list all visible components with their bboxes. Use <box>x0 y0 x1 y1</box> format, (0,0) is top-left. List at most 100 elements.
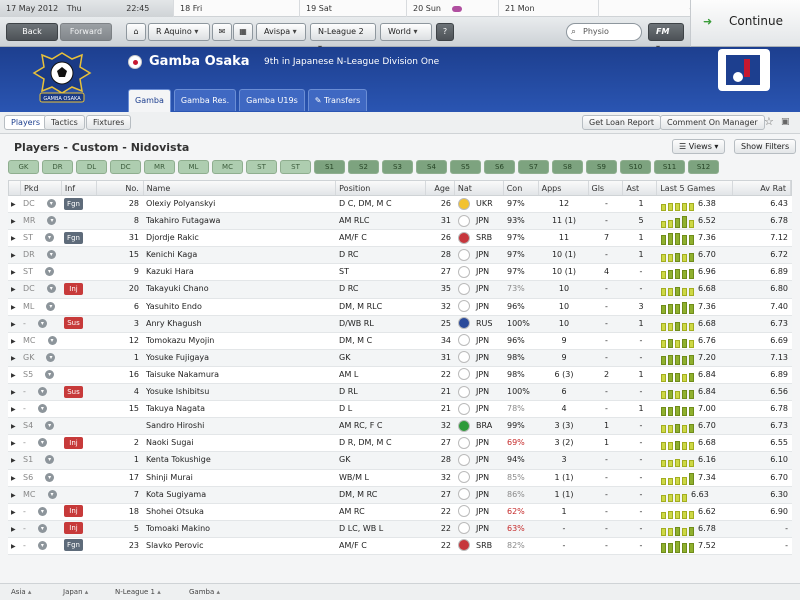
column-header-1[interactable]: Pkd <box>21 181 62 195</box>
team-dropdown[interactable]: Avispa <box>256 23 306 41</box>
picked-cell[interactable]: S1 ▾ <box>20 452 61 468</box>
position-filter-s8[interactable]: S8 <box>552 160 583 174</box>
chevron-down-icon[interactable]: ▾ <box>37 387 47 397</box>
chevron-down-icon[interactable]: ▾ <box>37 318 47 328</box>
breadcrumb-japan[interactable]: Japan <box>52 584 104 600</box>
pick-arrow-icon[interactable]: ▶ <box>11 440 16 448</box>
pick-arrow-icon[interactable]: ▶ <box>11 491 16 499</box>
picked-cell[interactable]: S6 ▾ <box>20 470 61 486</box>
chevron-down-icon[interactable]: ▾ <box>46 250 56 260</box>
position-filter-s10[interactable]: S10 <box>620 160 651 174</box>
home-icon[interactable]: ⌂ <box>126 23 146 41</box>
breadcrumb-asia[interactable]: Asia <box>0 584 52 600</box>
picked-cell[interactable]: MC ▾ <box>20 333 61 349</box>
picked-cell[interactable]: DC ▾ <box>20 281 61 297</box>
player-name[interactable]: Slavko Perovic <box>146 540 204 550</box>
table-row[interactable]: ▶ DC ▾ Fgn 28 Olexiy Polyanskyi D C, DM, … <box>8 196 792 214</box>
table-row[interactable]: ▶ MR ▾ 8 Takahiro Futagawa AM RLC 31 JPN … <box>8 213 792 231</box>
player-name[interactable]: Yosuke Fujigaya <box>146 352 210 362</box>
picked-cell[interactable]: ST ▾ <box>20 264 61 280</box>
player-name[interactable]: Taisuke Nakamura <box>146 369 220 379</box>
pick-arrow-icon[interactable]: ▶ <box>11 474 16 482</box>
picked-cell[interactable]: - ▾ <box>20 538 61 554</box>
pick-arrow-icon[interactable]: ▶ <box>11 457 16 465</box>
table-row[interactable]: ▶ - ▾ 15 Takuya Nagata D L 21 JPN 78% 4 -… <box>8 401 792 419</box>
column-header-4[interactable]: Name <box>144 181 337 195</box>
pick-arrow-icon[interactable]: ▶ <box>11 269 16 277</box>
position-filter-dc[interactable]: DC <box>110 160 141 174</box>
chevron-down-icon[interactable]: ▾ <box>46 352 56 362</box>
chevron-down-icon[interactable]: ▾ <box>45 421 55 431</box>
table-row[interactable]: ▶ - ▾ Fgn 23 Slavko Perovic AM/F C 22 SRB… <box>8 537 792 555</box>
position-filter-s9[interactable]: S9 <box>586 160 617 174</box>
player-name[interactable]: Kenichi Kaga <box>146 250 198 260</box>
chevron-down-icon[interactable]: ▾ <box>47 335 57 345</box>
fm-menu-button[interactable]: FM <box>648 23 684 41</box>
column-header-8[interactable]: Con <box>504 181 539 195</box>
column-header-2[interactable]: Inf <box>62 181 97 195</box>
column-header-11[interactable]: Ast <box>623 181 658 195</box>
player-name[interactable]: Kazuki Hara <box>146 267 194 277</box>
show-filters-button[interactable]: Show Filters <box>734 139 797 154</box>
chevron-down-icon[interactable]: ▾ <box>45 369 55 379</box>
chevron-down-icon[interactable]: ▾ <box>37 540 47 550</box>
position-filter-s1[interactable]: S1 <box>314 160 345 174</box>
picked-cell[interactable]: MR ▾ <box>20 213 61 229</box>
date-18[interactable]: 18 Fri <box>174 0 300 17</box>
continue-button[interactable]: ➜ Continue <box>690 0 800 47</box>
position-filter-s12[interactable]: S12 <box>688 160 719 174</box>
date-current[interactable]: 17 May 2012 Thu 22:45 <box>0 0 174 17</box>
forward-button[interactable]: Forward <box>60 23 112 41</box>
views-dropdown[interactable]: ☰ Views ▾ <box>672 139 726 154</box>
position-filter-st[interactable]: ST <box>280 160 311 174</box>
column-header-7[interactable]: Nat <box>455 181 504 195</box>
picked-cell[interactable]: - ▾ <box>20 316 61 332</box>
picked-cell[interactable]: DC ▾ <box>20 196 61 212</box>
tab-gamba[interactable]: Gamba <box>128 89 171 112</box>
table-row[interactable]: ▶ ML ▾ 6 Yasuhito Endo DM, M RLC 32 JPN 9… <box>8 298 792 316</box>
breadcrumb-club[interactable]: Gamba <box>178 584 230 600</box>
chevron-down-icon[interactable]: ▾ <box>46 284 56 294</box>
date-20[interactable]: 20 Sun <box>407 0 499 17</box>
position-filter-ml[interactable]: ML <box>178 160 209 174</box>
column-header-9[interactable]: Apps <box>539 181 589 195</box>
player-name[interactable]: Anry Khagush <box>146 318 202 328</box>
picked-cell[interactable]: MC ▾ <box>20 487 61 503</box>
column-header-3[interactable]: No. <box>97 181 144 195</box>
player-name[interactable]: Yosuke Ishibitsu <box>146 387 210 397</box>
table-row[interactable]: ▶ ST ▾ Fgn 31 Djordje Rakic AM/F C 26 SRB… <box>8 230 792 248</box>
position-filter-dr[interactable]: DR <box>42 160 73 174</box>
table-row[interactable]: ▶ GK ▾ 1 Yosuke Fujigaya GK 31 JPN 98% 9 … <box>8 349 792 367</box>
picked-cell[interactable]: - ▾ <box>20 504 61 520</box>
player-name[interactable]: Shohei Otsuka <box>146 506 204 516</box>
pick-arrow-icon[interactable]: ▶ <box>11 320 16 328</box>
chevron-down-icon[interactable]: ▾ <box>37 404 47 414</box>
player-name[interactable]: Yasuhito Endo <box>146 301 202 311</box>
picked-cell[interactable]: GK ▾ <box>20 350 61 366</box>
picked-cell[interactable]: DR ▾ <box>20 247 61 263</box>
pick-arrow-icon[interactable]: ▶ <box>11 201 16 208</box>
chevron-down-icon[interactable]: ▾ <box>37 438 47 448</box>
table-row[interactable]: ▶ - ▾ Inj 18 Shohei Otsuka AM RC 22 JPN 6… <box>8 503 792 521</box>
search-input[interactable]: ⌕ Physio <box>566 23 642 41</box>
picked-cell[interactable]: - ▾ <box>20 384 61 400</box>
player-name[interactable]: Sandro Hiroshi <box>146 421 205 431</box>
player-name[interactable]: Takayuki Chano <box>146 284 209 294</box>
player-name[interactable]: Tomokazu Myojin <box>146 335 215 345</box>
subtab-tactics[interactable]: Tactics <box>44 115 85 130</box>
chevron-down-icon[interactable]: ▾ <box>45 472 55 482</box>
subtab-players[interactable]: Players <box>4 115 48 130</box>
table-row[interactable]: ▶ DC ▾ Inj 20 Takayuki Chano D RC 35 JPN … <box>8 281 792 299</box>
position-filter-s4[interactable]: S4 <box>416 160 447 174</box>
pick-arrow-icon[interactable]: ▶ <box>11 252 16 260</box>
table-row[interactable]: ▶ S1 ▾ 1 Kenta Tokushige GK 28 JPN 94% 3 … <box>8 452 792 470</box>
star-icon[interactable]: ☆ <box>764 115 774 128</box>
player-name[interactable]: Takuya Nagata <box>146 404 206 414</box>
position-filter-gk[interactable]: GK <box>8 160 39 174</box>
pick-arrow-icon[interactable]: ▶ <box>11 406 16 414</box>
table-row[interactable]: ▶ S4 ▾ Sandro Hiroshi AM RC, F C 32 BRA 9… <box>8 418 792 436</box>
tab-gamba-u19[interactable]: Gamba U19s <box>239 89 305 111</box>
subtab-fixtures[interactable]: Fixtures <box>86 115 132 130</box>
league-dropdown[interactable]: N-League 2 <box>310 23 376 41</box>
pick-arrow-icon[interactable]: ▶ <box>11 423 16 431</box>
